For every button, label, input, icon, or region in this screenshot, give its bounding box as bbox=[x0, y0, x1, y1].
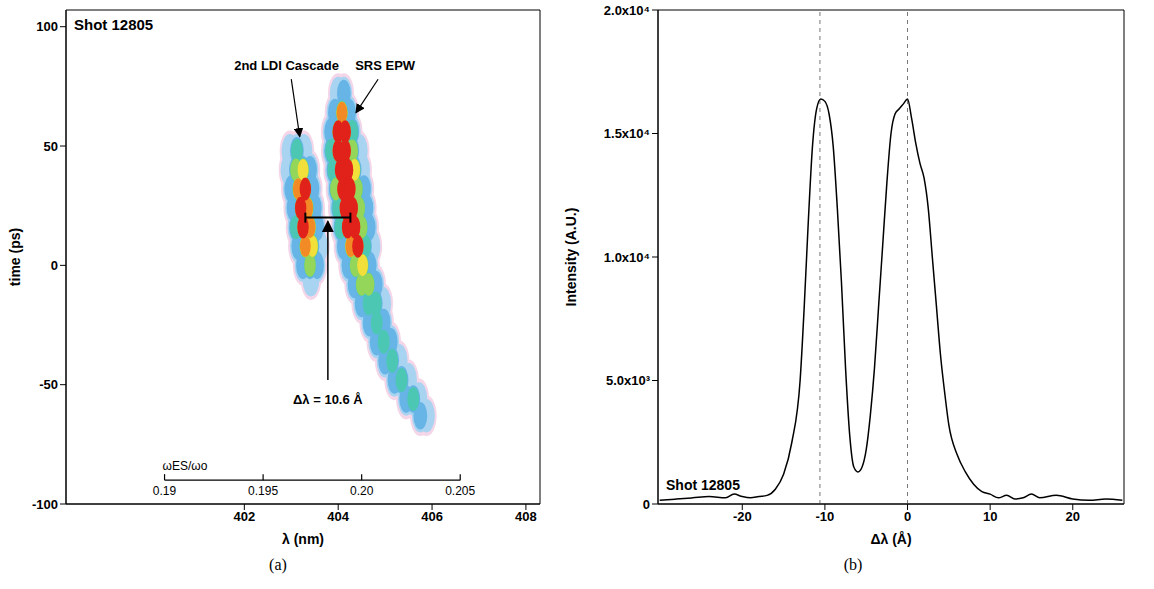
svg-text:20: 20 bbox=[1066, 509, 1080, 524]
svg-text:0.20: 0.20 bbox=[350, 484, 374, 498]
svg-text:0: 0 bbox=[51, 258, 58, 273]
svg-text:406: 406 bbox=[421, 509, 443, 524]
svg-text:0.205: 0.205 bbox=[445, 484, 475, 498]
svg-text:408: 408 bbox=[515, 509, 537, 524]
svg-text:402: 402 bbox=[233, 509, 255, 524]
svg-text:Intensity (A.U.): Intensity (A.U.) bbox=[563, 208, 579, 307]
svg-text:50: 50 bbox=[44, 139, 58, 154]
svg-text:-10: -10 bbox=[816, 509, 835, 524]
svg-text:0.195: 0.195 bbox=[248, 484, 278, 498]
html-text:(b): (b) bbox=[843, 556, 863, 573]
svg-text:Δλ = 10.6 Å: Δλ = 10.6 Å bbox=[293, 392, 363, 407]
svg-text:1.0x10⁴: 1.0x10⁴ bbox=[604, 250, 650, 265]
svg-text:0.19: 0.19 bbox=[153, 484, 177, 498]
svg-text:5.0x10³: 5.0x10³ bbox=[606, 373, 651, 388]
svg-text:1.5x10⁴: 1.5x10⁴ bbox=[604, 126, 650, 141]
svg-text:0: 0 bbox=[643, 497, 650, 512]
svg-text:0: 0 bbox=[904, 509, 911, 524]
svg-text:Shot 12805: Shot 12805 bbox=[74, 16, 153, 33]
svg-text:-100: -100 bbox=[32, 497, 58, 512]
html-text:(a): (a) bbox=[269, 556, 287, 573]
svg-text:100: 100 bbox=[36, 19, 58, 34]
svg-text:-50: -50 bbox=[39, 377, 58, 392]
svg-text:Δλ (Å): Δλ (Å) bbox=[870, 531, 911, 547]
svg-text:404: 404 bbox=[327, 509, 349, 524]
svg-text:λ (nm): λ (nm) bbox=[282, 531, 324, 547]
svg-text:ωES/ωo: ωES/ωo bbox=[163, 459, 208, 473]
svg-text:time (ps): time (ps) bbox=[7, 228, 23, 286]
svg-text:2nd LDI Cascade: 2nd LDI Cascade bbox=[234, 58, 339, 73]
svg-text:-20: -20 bbox=[733, 509, 752, 524]
svg-text:Shot 12805: Shot 12805 bbox=[666, 477, 740, 493]
svg-text:SRS EPW: SRS EPW bbox=[355, 58, 416, 73]
svg-text:2.0x10⁴: 2.0x10⁴ bbox=[604, 3, 650, 18]
svg-text:10: 10 bbox=[983, 509, 997, 524]
